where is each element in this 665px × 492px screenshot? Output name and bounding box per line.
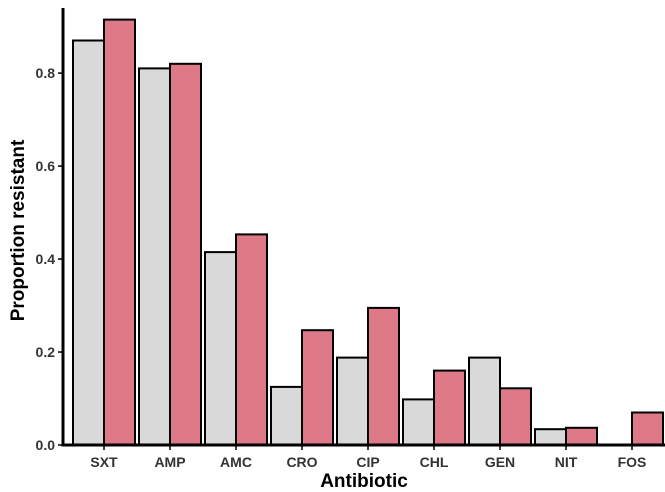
x-axis-title: Antibiotic [320,471,408,492]
x-tick-label-chl: CHL [420,454,449,470]
bar-cro-series-2 [301,329,334,447]
bar-sxt-series-2 [103,18,136,446]
x-tick-label-gen: GEN [485,454,515,470]
y-tick-label: 0.4 [36,251,56,267]
bar-gen-series-1 [468,356,501,447]
x-tick-label-fos: FOS [618,454,647,470]
bar-chl-series-2 [433,369,466,447]
bar-chl-series-1 [402,398,435,446]
x-tick-label-amc: AMC [220,454,252,470]
y-tick-label: 0.0 [36,437,56,453]
bar-amc-series-2 [235,233,268,446]
bar-nit-series-2 [565,426,598,446]
bar-cro-series-1 [270,385,303,446]
bar-gen-series-2 [499,387,532,446]
x-tick-label-cro: CRO [286,454,317,470]
bar-nit-series-1 [534,428,567,447]
bar-amp-series-1 [138,67,171,447]
x-tick-label-nit: NIT [555,454,578,470]
bar-cip-series-2 [367,306,400,446]
y-axis-title: Proportion resistant [8,139,29,321]
x-tick-label-sxt: SXT [90,454,118,470]
y-tick-label: 0.6 [36,158,56,174]
y-tick-label: 0.8 [36,65,56,81]
y-tick-label: 0.2 [36,344,56,360]
bar-sxt-series-1 [72,39,105,446]
bar-cip-series-1 [336,356,369,447]
bars-group [72,18,664,447]
x-tick-label-cip: CIP [356,454,379,470]
x-axis-ticks: SXT AMP AMC CRO CIP CHL GEN NIT FOS [90,445,646,470]
bar-amc-series-1 [204,251,237,446]
x-tick-label-amp: AMP [154,454,185,470]
bar-fos-series-2 [631,411,664,446]
y-axis-ticks: 0.0 0.2 0.4 0.6 0.8 [36,65,63,453]
bar-amp-series-2 [169,62,202,447]
